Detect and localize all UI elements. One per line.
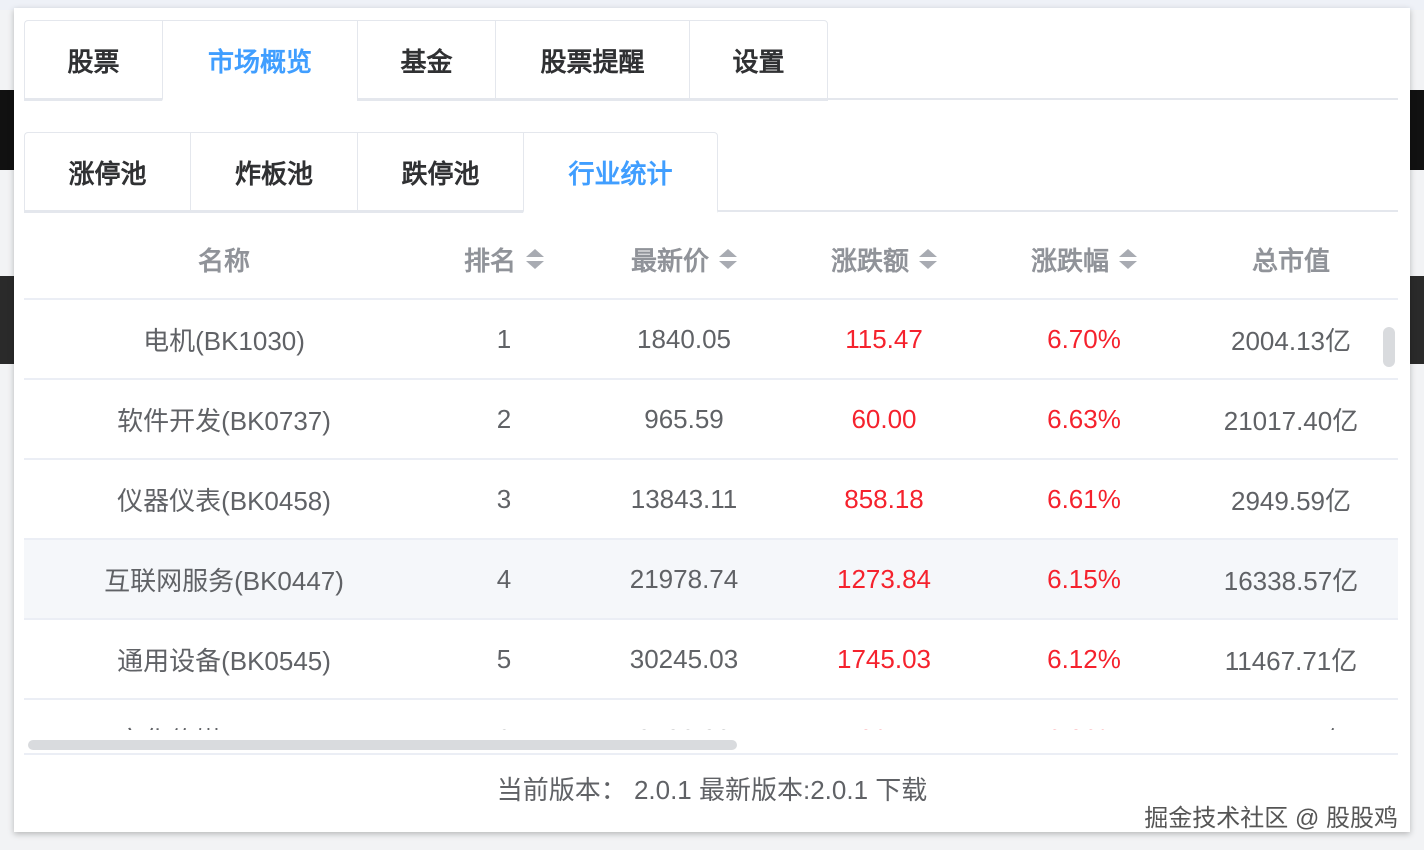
horizontal-scrollbar[interactable] [28, 740, 737, 750]
divider [24, 753, 1398, 755]
table-row[interactable]: 软件开发(BK0737) 2 965.59 60.00 6.63% 21017.40亿 [24, 380, 1398, 460]
browser-top-bar [0, 0, 1424, 10]
cell-price: 9406.09 [584, 724, 784, 731]
cell-name: 文化传媒(BK0486) [24, 721, 424, 731]
cell-price: 1840.05 [637, 323, 731, 354]
cell-change: 858.18 [844, 483, 924, 514]
tab-divider [24, 98, 1398, 100]
header-rank[interactable]: 排名 [424, 241, 584, 278]
table-row[interactable]: 互联网服务(BK0447) 4 21978.74 1273.84 6.15% 16338.… [24, 540, 1398, 620]
watermark: 掘金技术社区 @ 股股鸡 [1144, 805, 1398, 832]
cell-name: 互联网服务(BK0447) [104, 565, 344, 596]
stock-extension-popup: 股票 市场概览 基金 股票提醒 设置 涨停池 炸板池 跌停池 行业统计 名称 排名 最新价 涨跌额 涨… [14, 8, 1410, 832]
cell-price: 965.59 [644, 403, 724, 434]
cell-price: 13843.11 [630, 483, 738, 514]
header-label: 总市值 [1251, 245, 1330, 276]
header-price[interactable]: 最新价 [584, 241, 784, 278]
sort-icon[interactable] [526, 249, 544, 269]
cell-market-cap: 2250.91亿 [1184, 721, 1398, 731]
cell-change: 593.54 [784, 724, 984, 731]
version-info: 当前版本： 2.0.1 最新版本:2.0.1 下载 [496, 775, 928, 805]
tab-1[interactable]: 涨停池 [24, 132, 190, 213]
header-label: 最新价 [630, 245, 709, 276]
header-change-pct[interactable]: 涨跌幅 [984, 241, 1184, 278]
table-row[interactable]: 电机(BK1030) 1 1840.05 115.47 6.70% 2004.13亿 [24, 300, 1398, 380]
header-label: 涨跌额 [830, 245, 909, 276]
cell-market-cap: 2949.59亿 [1231, 485, 1351, 516]
sort-icon[interactable] [919, 249, 937, 269]
tab-2[interactable]: 炸板池 [190, 132, 357, 213]
cell-rank: 6 [424, 724, 584, 731]
cell-change-pct: 6.61% [1047, 483, 1121, 514]
header-market-cap: 总市值 [1184, 241, 1398, 278]
tab-3[interactable]: 跌停池 [357, 132, 523, 213]
cell-name: 软件开发(BK0737) [117, 405, 331, 436]
industry-stats-table: 名称 排名 最新价 涨跌额 涨跌幅 总市值 电机(BK1030) 1 1840.05 115.4… [24, 220, 1398, 730]
cell-market-cap: 16338.57亿 [1223, 565, 1359, 596]
header-change[interactable]: 涨跌额 [784, 241, 984, 278]
tab-1[interactable]: 股票 [24, 20, 162, 101]
tab-4[interactable]: 行业统计 [523, 132, 718, 213]
cell-change: 60.00 [851, 403, 917, 434]
cell-change-pct: 6.70% [1047, 323, 1121, 354]
header-label: 排名 [463, 245, 516, 276]
cell-price: 21978.74 [629, 563, 739, 594]
cell-market-cap: 2004.13亿 [1231, 325, 1351, 356]
table-row[interactable]: 仪器仪表(BK0458) 3 13843.11 858.18 6.61% 2949.59亿 [24, 460, 1398, 540]
cell-market-cap: 11467.71亿 [1224, 645, 1358, 676]
cell-name: 电机(BK1030) [143, 325, 305, 356]
header-label: 涨跌幅 [1030, 245, 1109, 276]
cell-change-pct: 6.63% [1047, 403, 1121, 434]
cell-rank: 1 [496, 323, 512, 354]
main-tabs: 股票 市场概览 基金 股票提醒 设置 [24, 20, 1398, 101]
tab-4[interactable]: 股票提醒 [495, 20, 689, 101]
cell-rank: 3 [496, 483, 512, 514]
cell-rank: 2 [496, 403, 512, 434]
cell-change: 1745.03 [837, 643, 931, 674]
cell-name: 通用设备(BK0545) [117, 645, 331, 676]
cell-change-pct: 6.15% [1047, 563, 1121, 594]
cell-name: 仪器仪表(BK0458) [117, 485, 331, 516]
sub-tabs: 涨停池 炸板池 跌停池 行业统计 [24, 132, 1398, 213]
tab-3[interactable]: 基金 [357, 20, 495, 101]
table-body[interactable]: 电机(BK1030) 1 1840.05 115.47 6.70% 2004.13亿软件开… [24, 300, 1398, 730]
cell-price: 30245.03 [629, 643, 739, 674]
table-row[interactable]: 文化传媒(BK0486)69406.09593.546.06%2250.91亿 [24, 700, 1398, 731]
vertical-scrollbar[interactable] [1383, 327, 1395, 367]
cell-rank: 4 [496, 563, 512, 594]
header-label: 名称 [197, 245, 250, 276]
cell-rank: 5 [496, 643, 512, 674]
cell-change: 115.47 [845, 323, 923, 354]
cell-change-pct: 6.06% [984, 724, 1184, 731]
header-name: 名称 [24, 241, 424, 278]
sort-icon[interactable] [1119, 249, 1137, 269]
tab-2[interactable]: 市场概览 [162, 20, 357, 101]
tab-5[interactable]: 设置 [689, 20, 828, 101]
table-row[interactable]: 通用设备(BK0545) 5 30245.03 1745.03 6.12% 11467.7… [24, 620, 1398, 700]
table-header: 名称 排名 最新价 涨跌额 涨跌幅 总市值 [24, 220, 1398, 300]
cell-market-cap: 21017.40亿 [1223, 405, 1359, 436]
cell-change-pct: 6.12% [1047, 643, 1121, 674]
sort-icon[interactable] [719, 249, 737, 269]
cell-change: 1273.84 [837, 563, 931, 594]
